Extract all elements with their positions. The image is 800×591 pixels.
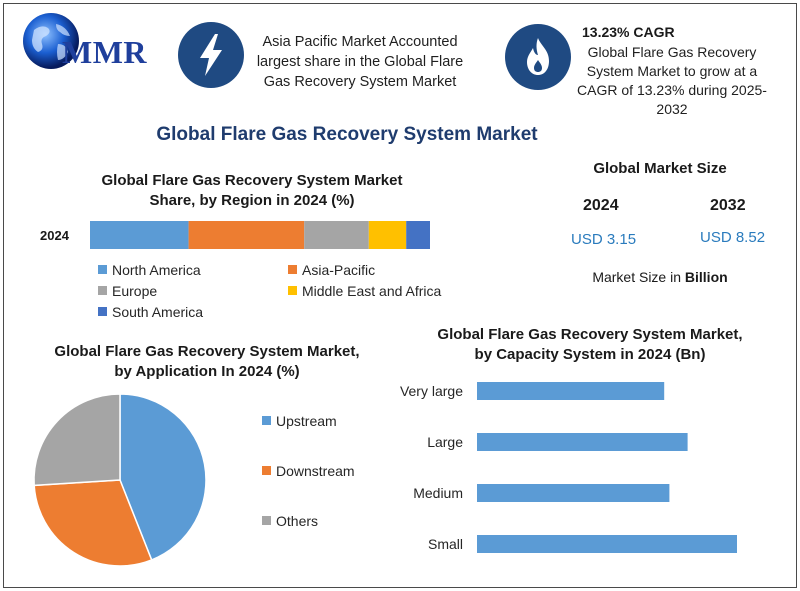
region-legend-item-0-label: North America (112, 262, 201, 278)
market-size-unit: Billion (684, 269, 728, 285)
region-category-label: 2024 (40, 228, 70, 243)
region-legend-item-3-swatch (288, 286, 297, 295)
application-legend-item-0-label: Upstream (276, 413, 337, 429)
application-legend-item-1-swatch (262, 466, 271, 475)
cagr-title: 13.23% CAGR (582, 24, 675, 40)
region-share-chart: 2024 (40, 221, 430, 249)
capacity-bar-0 (477, 382, 665, 400)
capacity-category-label-2: Medium (413, 485, 463, 501)
region-bar-segment-4 (406, 221, 430, 249)
application-legend-item-1-label: Downstream (276, 463, 355, 479)
lightning-bolt-icon (178, 22, 244, 88)
region-legend-item-2-swatch (98, 286, 107, 295)
market-size-footnote: Market Size in Billion (560, 269, 760, 285)
region-legend-item-0: North America (98, 262, 201, 278)
region-highlight-text: Asia Pacific Market Accounted largest sh… (256, 34, 464, 90)
pie-slice-1 (33, 479, 153, 567)
application-pie-chart (33, 393, 207, 567)
region-bar-segment-2 (304, 221, 369, 249)
region-bar-segment-0 (90, 221, 189, 249)
market-size-value-2024: USD 3.15 (571, 231, 637, 248)
pie-slice-0 (119, 393, 207, 561)
capacity-bar-3 (477, 535, 737, 553)
market-size-year-2024: 2024 (583, 197, 619, 214)
market-size-value-2032: USD 8.52 (700, 229, 766, 246)
region-legend-item-2: Europe (98, 283, 157, 299)
region-legend-item-1-swatch (288, 265, 297, 274)
application-legend-item-2-swatch (262, 516, 271, 525)
region-legend-item-1-label: Asia-Pacific (302, 262, 376, 278)
main-title: Global Flare Gas Recovery System Market (156, 124, 538, 145)
region-chart-title: Global Flare Gas Recovery System Market … (101, 172, 403, 209)
capacity-bar-1 (477, 433, 688, 451)
region-legend-item-4-label: South America (112, 304, 204, 320)
logo-text: MMR (62, 34, 148, 70)
market-size-footnote-prefix: Market Size in (592, 269, 685, 285)
region-legend-item-4: South America (98, 304, 203, 320)
application-legend-item-0-swatch (262, 416, 271, 425)
application-legend-item-0: Upstream (262, 413, 337, 429)
application-legend-item-2: Others (262, 513, 318, 529)
capacity-bar-2 (477, 484, 670, 502)
pie-slice-2 (33, 393, 121, 487)
capacity-category-label-1: Large (427, 434, 463, 450)
capacity-category-label-0: Very large (400, 383, 463, 399)
region-legend-item-0-swatch (98, 265, 107, 274)
region-bar-segment-3 (368, 221, 407, 249)
region-legend-item-3: Middle East and Africa (288, 283, 441, 299)
market-size-year-2032: 2032 (710, 197, 746, 214)
capacity-chart-title: Global Flare Gas Recovery System Market,… (437, 326, 743, 363)
region-bar-segment-1 (188, 221, 305, 249)
flame-icon (505, 24, 571, 90)
region-legend-item-2-label: Europe (112, 283, 158, 299)
cagr-text: Global Flare Gas Recovery System Market … (577, 44, 767, 117)
region-legend-item-1: Asia-Pacific (288, 262, 375, 278)
capacity-bar-chart: Very large Large Medium Small (400, 382, 737, 553)
market-size-title: Global Market Size (593, 160, 727, 177)
application-legend-item-2-label: Others (276, 513, 319, 529)
region-legend-item-3-label: Middle East and Africa (302, 283, 442, 299)
application-legend-item-1: Downstream (262, 463, 355, 479)
application-chart-title: Global Flare Gas Recovery System Market,… (54, 343, 360, 380)
region-legend-item-4-swatch (98, 307, 107, 316)
globe-logo-icon (23, 13, 79, 69)
capacity-category-label-3: Small (428, 536, 463, 552)
infographic-frame (3, 3, 797, 588)
